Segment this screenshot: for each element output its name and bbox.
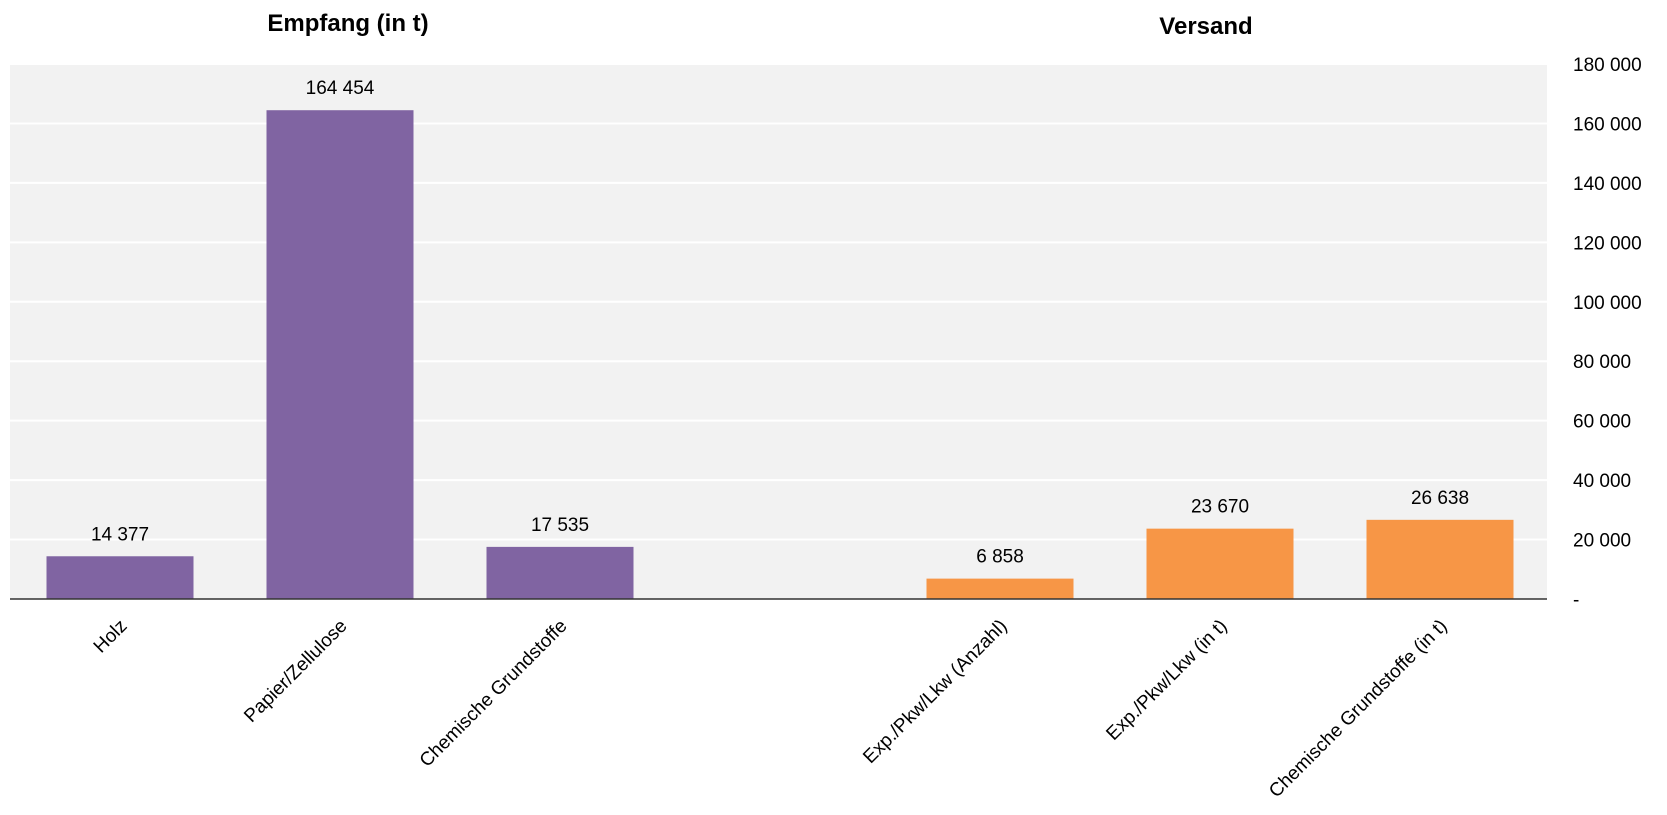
plot-background [10, 64, 1547, 599]
category-label: Papier/Zellulose [240, 616, 351, 727]
data-label: 17 535 [531, 515, 589, 536]
y-axis: - 20 000 40 000 60 000 80 000 100 000 120 000 1… [1573, 55, 1642, 611]
data-label: 23 670 [1191, 497, 1249, 518]
bar [486, 546, 634, 599]
bar [266, 110, 414, 599]
y-tick-label: 140 000 [1573, 174, 1642, 195]
data-label: 164 454 [306, 78, 375, 99]
y-tick-label: 20 000 [1573, 531, 1631, 552]
y-tick-label: - [1573, 590, 1579, 611]
y-tick-label: 80 000 [1573, 352, 1631, 373]
data-label: 6 858 [976, 547, 1024, 568]
data-label: 26 638 [1411, 488, 1469, 509]
y-tick-label: 60 000 [1573, 412, 1631, 433]
y-tick-label: 120 000 [1573, 233, 1642, 254]
bar [46, 556, 194, 599]
bar [1146, 528, 1294, 599]
y-tick-label: 40 000 [1573, 471, 1631, 492]
group-title: Versand [1159, 13, 1252, 40]
y-tick-label: 180 000 [1573, 55, 1642, 76]
category-label: Chemische Grundstoffe [416, 616, 572, 772]
group-title: Empfang (in t) [267, 10, 428, 37]
bar [926, 578, 1074, 599]
y-tick-label: 160 000 [1573, 114, 1642, 135]
gridlines [10, 63, 1547, 541]
bar [1366, 519, 1514, 599]
category-label: Chemische Grundstoffe (in t) [1265, 616, 1451, 802]
category-label: Holz [90, 616, 132, 658]
data-label: 14 377 [91, 524, 149, 545]
bars [46, 110, 1514, 599]
y-tick-label: 100 000 [1573, 293, 1642, 314]
category-label: Exp./Pkw/Lkw (in t) [1102, 616, 1231, 745]
category-label: Exp./Pkw/Lkw (Anzahl) [859, 616, 1011, 768]
